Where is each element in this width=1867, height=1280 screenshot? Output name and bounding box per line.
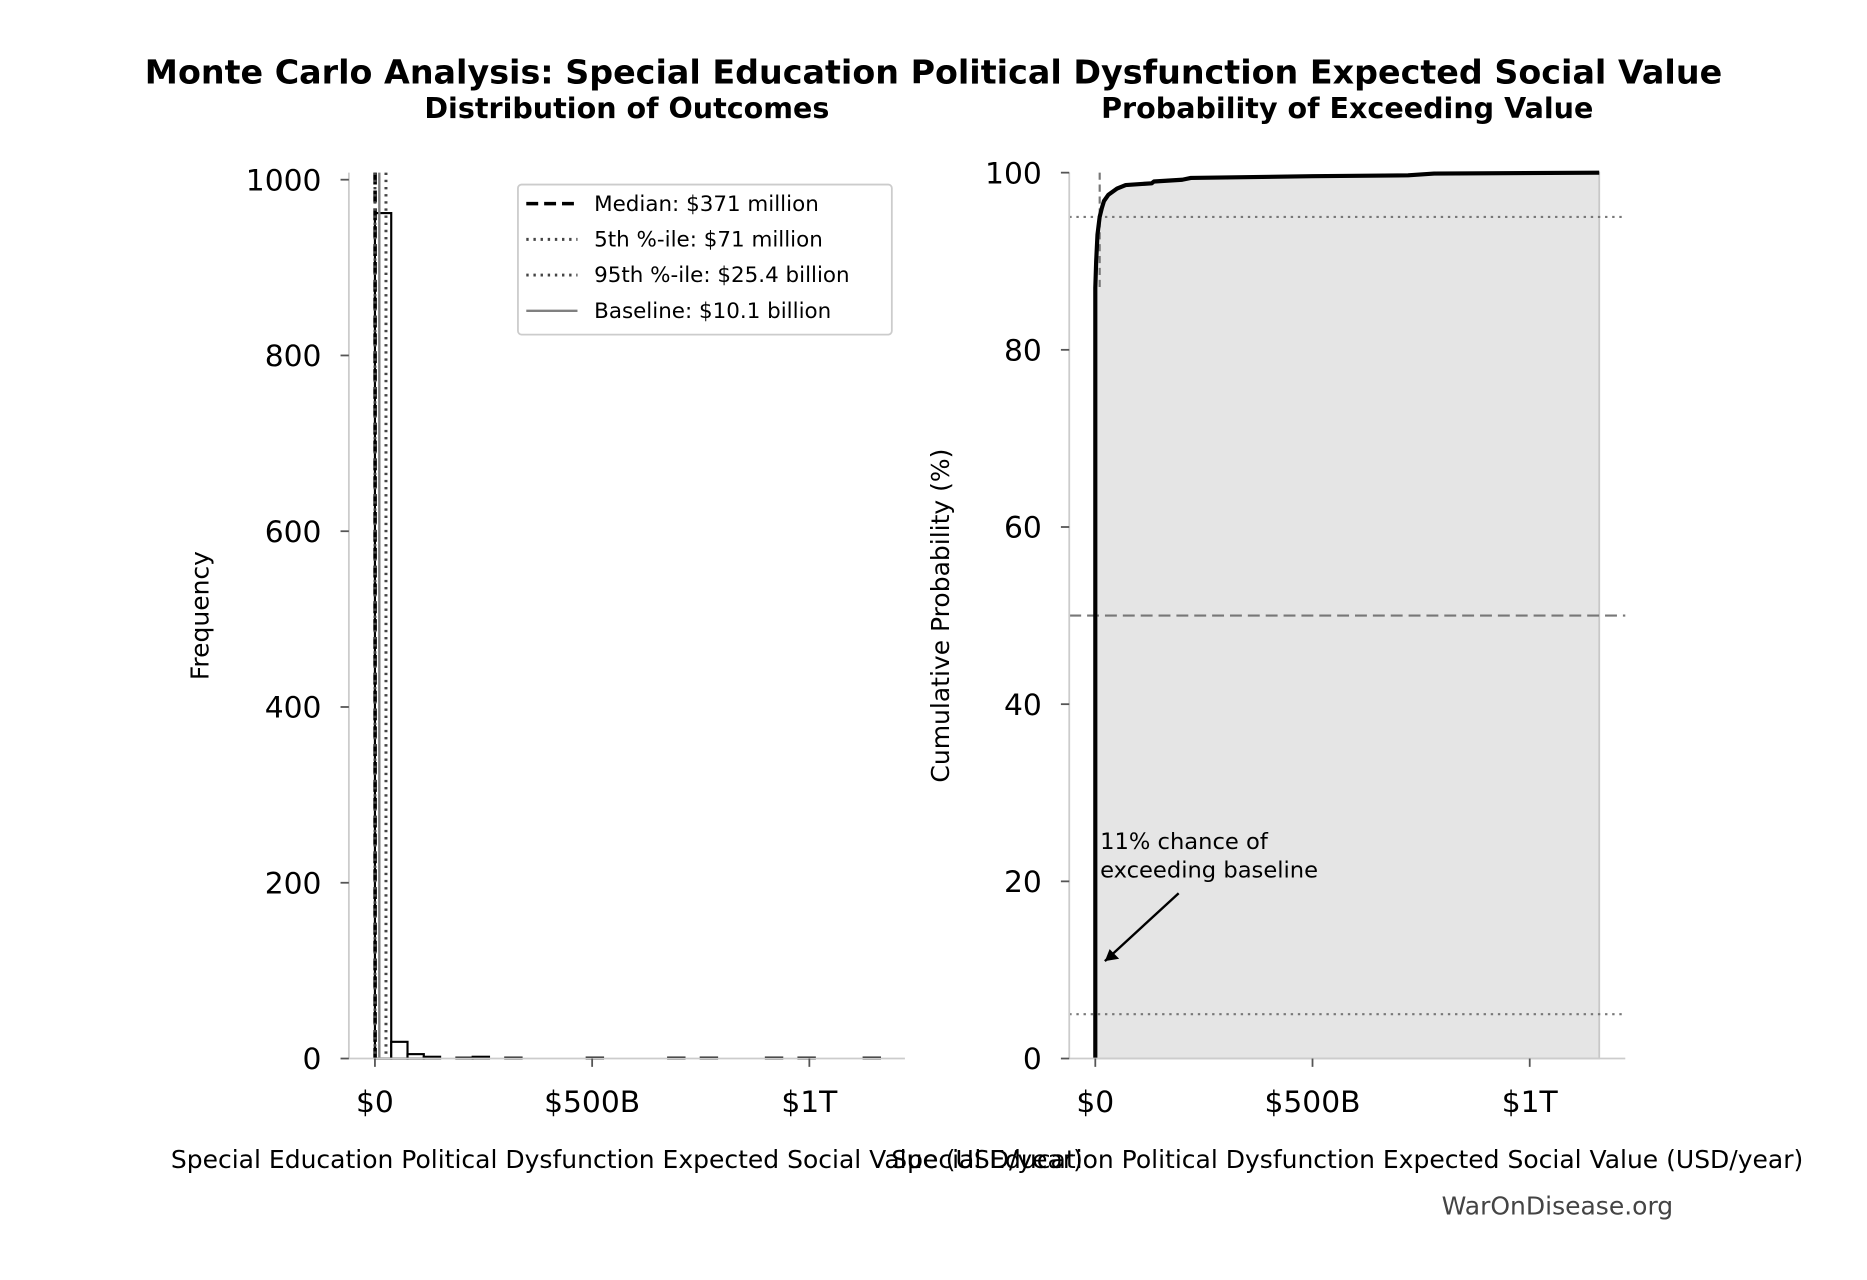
annotation-arrow xyxy=(1104,892,1180,962)
source: WarOnDisease.org xyxy=(1442,1192,1674,1221)
y-axis-label: Frequency xyxy=(185,551,214,680)
y-tick-label: 100 xyxy=(985,156,1042,191)
y-tick-label: 800 xyxy=(265,339,322,374)
figure-title: Monte Carlo Analysis: Special Education … xyxy=(145,52,1722,91)
x-axis-label: Special Education Political Dysfunction … xyxy=(891,1145,1803,1174)
histogram-bar xyxy=(390,1040,409,1060)
x-tick-label: $500B xyxy=(1264,1085,1360,1120)
x-tick-label: $1T xyxy=(781,1085,838,1120)
histogram-bar xyxy=(373,212,393,1060)
x-tick-label: $1T xyxy=(1502,1085,1559,1120)
y-tick-label: 1000 xyxy=(246,163,322,198)
legend-label: 5th %-ile: $71 million xyxy=(594,227,823,252)
y-tick-label: 0 xyxy=(303,1042,322,1077)
annotation-arrowhead xyxy=(1104,949,1120,962)
y-tick-label: 60 xyxy=(1004,511,1042,546)
y-tick-label: 20 xyxy=(1004,865,1042,900)
y-tick-label: 400 xyxy=(265,691,322,726)
legend-label: 95th %-ile: $25.4 billion xyxy=(594,263,849,288)
legend-label: Baseline: $10.1 billion xyxy=(594,299,831,324)
x-tick-label: $500B xyxy=(544,1085,640,1120)
annotation: 11% chance of xyxy=(1100,829,1269,855)
x-tick-label: $0 xyxy=(1076,1085,1114,1120)
legend-box xyxy=(517,183,893,336)
y-axis-label: Cumulative Probability (%) xyxy=(926,449,955,783)
annotation: exceeding baseline xyxy=(1100,858,1318,884)
y-tick-label: 200 xyxy=(265,866,322,901)
legend-label: Median: $371 million xyxy=(594,192,819,217)
y-tick-label: 40 xyxy=(1004,688,1042,723)
subplot-title: Distribution of Outcomes xyxy=(424,91,829,125)
y-tick-label: 600 xyxy=(265,515,322,550)
x-axis-label: Special Education Political Dysfunction … xyxy=(171,1145,1083,1174)
subplot-title: Probability of Exceeding Value xyxy=(1101,91,1593,125)
x-tick-label: $0 xyxy=(356,1085,394,1120)
y-tick-label: 80 xyxy=(1004,334,1042,369)
y-tick-label: 0 xyxy=(1023,1042,1042,1077)
line xyxy=(1093,170,1600,1059)
